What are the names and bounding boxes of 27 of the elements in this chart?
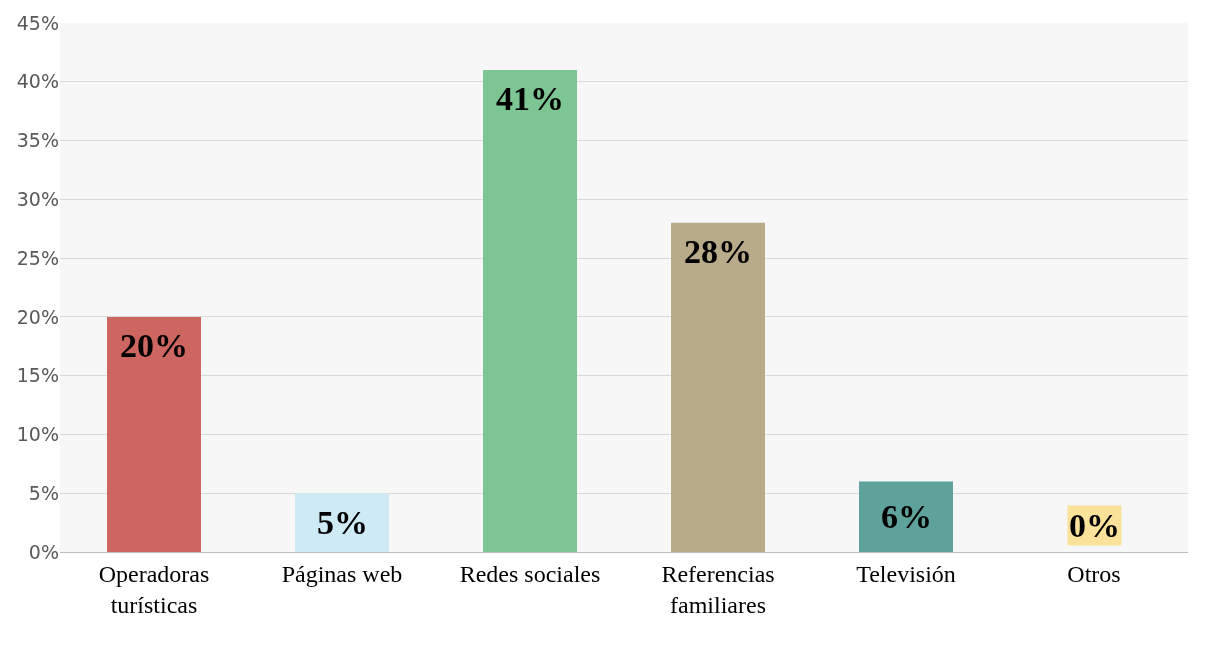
y-tick-label: 5% — [28, 481, 59, 504]
y-tick-label: 35% — [16, 129, 59, 152]
bar — [295, 493, 389, 552]
bar — [671, 222, 765, 552]
bar — [483, 70, 577, 552]
x-tick-label: Redes sociales — [459, 560, 601, 587]
x-tick-label: Televisión — [856, 560, 956, 587]
x-tick-label: Operadoras turísticas — [98, 560, 210, 618]
y-tick-label: 15% — [16, 364, 59, 387]
x-tick-label: Otros — [1067, 560, 1121, 587]
x-tick-label: Páginas web — [281, 560, 403, 587]
data-label: 20% — [120, 327, 188, 364]
data-label: 28% — [684, 233, 752, 270]
y-tick-label: 40% — [16, 70, 59, 93]
y-tick-label: 10% — [16, 423, 59, 446]
bar — [107, 316, 201, 552]
y-tick-label: 45% — [16, 11, 59, 34]
y-tick-label: 20% — [16, 305, 59, 328]
y-tick-label: 0% — [28, 540, 59, 563]
data-label: 41% — [496, 80, 564, 117]
data-label: 5% — [317, 504, 368, 541]
bar — [859, 481, 953, 552]
x-tick-label: Referencias familiares — [661, 560, 775, 618]
data-label: 0% — [1069, 507, 1120, 544]
y-tick-label: 25% — [16, 246, 59, 269]
y-tick-label: 30% — [16, 187, 59, 210]
data-label: 6% — [881, 498, 932, 535]
